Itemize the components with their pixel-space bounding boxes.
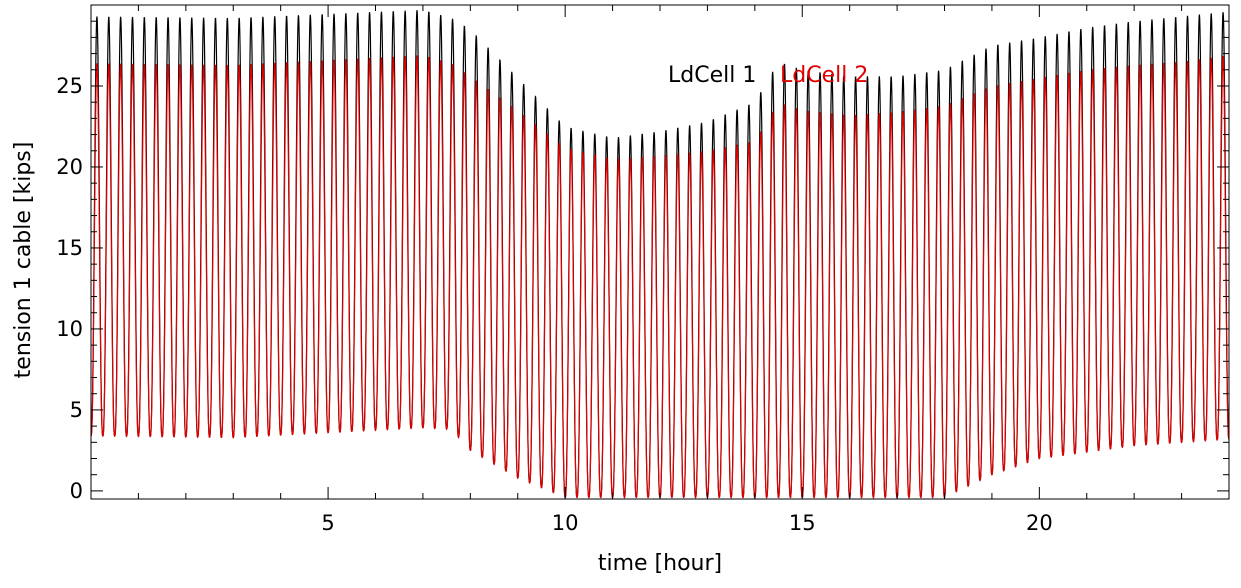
x-tick-label: 5 bbox=[321, 511, 334, 535]
x-tick-label: 20 bbox=[1026, 511, 1053, 535]
plot-area bbox=[90, 10, 1230, 499]
legend-ldcell-1: LdCell 1 bbox=[668, 63, 756, 88]
x-axis-ticks: 5 10 15 20 bbox=[137, 5, 1183, 535]
y-tick-label: 10 bbox=[56, 317, 83, 341]
x-axis-label: time [hour] bbox=[598, 551, 722, 576]
plot-frame bbox=[90, 4, 1230, 500]
y-tick-label: 0 bbox=[70, 479, 83, 503]
y-axis-ticks: 0 5 10 15 20 25 bbox=[56, 20, 1229, 503]
y-tick-label: 25 bbox=[56, 74, 83, 98]
x-tick-label: 15 bbox=[789, 511, 816, 535]
legend-ldcell-2: LdCell 2 bbox=[780, 63, 868, 88]
y-axis-label: tension 1 cable [kips] bbox=[11, 142, 36, 379]
y-tick-label: 20 bbox=[56, 155, 83, 179]
series-line-2 bbox=[90, 55, 1230, 499]
y-tick-label: 5 bbox=[70, 398, 83, 422]
y-tick-label: 15 bbox=[56, 236, 83, 260]
legend: LdCell 1 LdCell 2 bbox=[668, 63, 868, 88]
x-tick-label: 10 bbox=[552, 511, 579, 535]
